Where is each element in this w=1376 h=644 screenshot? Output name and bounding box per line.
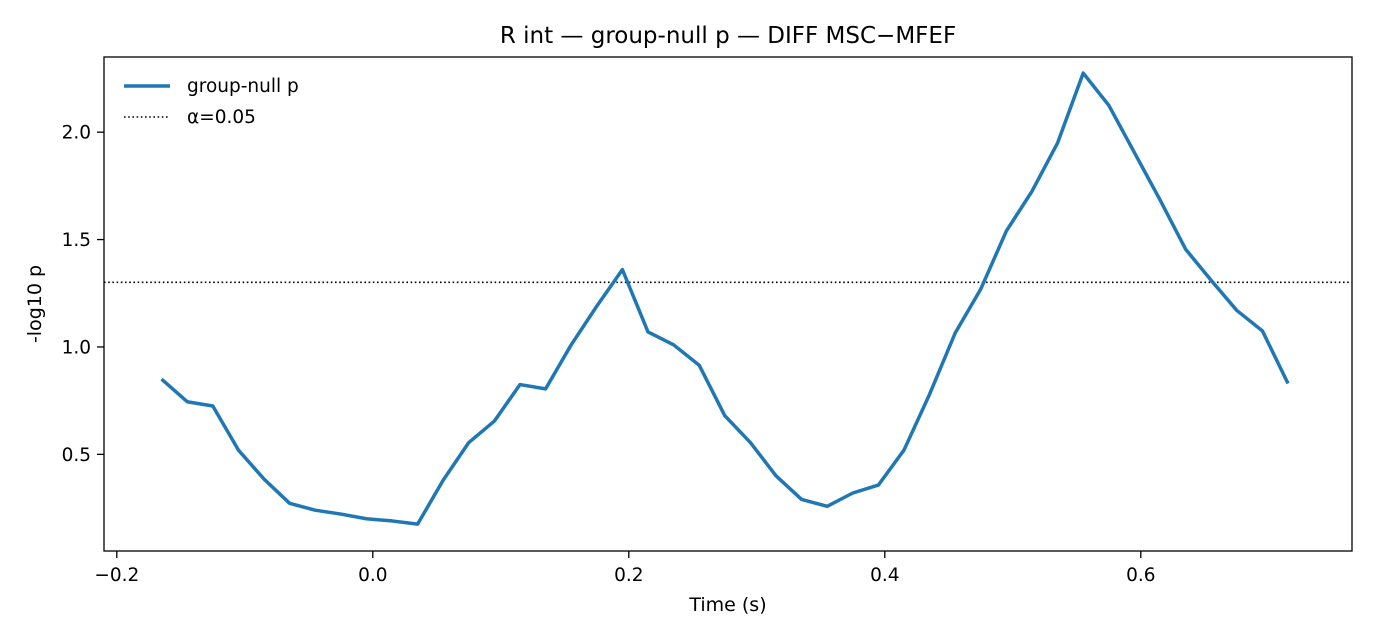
series-line-group-null-p [160,71,1290,526]
x-tick-label: −0.2 [94,565,139,586]
series-layer [160,71,1290,526]
plot-frame [103,56,1353,552]
x-tick-label: 0.0 [358,565,387,586]
y-tick-label: 2.0 [62,123,91,144]
y-tick-label: 1.0 [62,337,91,358]
x-tick-label: 0.2 [614,565,643,586]
x-tick-label: 0.4 [870,565,899,586]
y-tick-label: 1.5 [62,230,91,251]
legend: group-null p α=0.05 [124,76,299,128]
x-axis: −0.2 0.0 0.2 0.4 0.6 [94,551,1156,586]
y-tick-label: 0.5 [62,445,91,466]
legend-label-group-null-p: group-null p [187,76,299,97]
legend-label-alpha: α=0.05 [187,107,256,128]
x-tick-label: 0.6 [1126,565,1155,586]
plot-area [103,56,1353,552]
y-axis: 0.5 1.0 1.5 2.0 [62,123,104,466]
chart-title: R int — group-null p — DIFF MSC−MFEF [500,23,956,49]
x-axis-label: Time (s) [688,594,766,616]
y-axis-label: -log10 p [24,265,46,343]
